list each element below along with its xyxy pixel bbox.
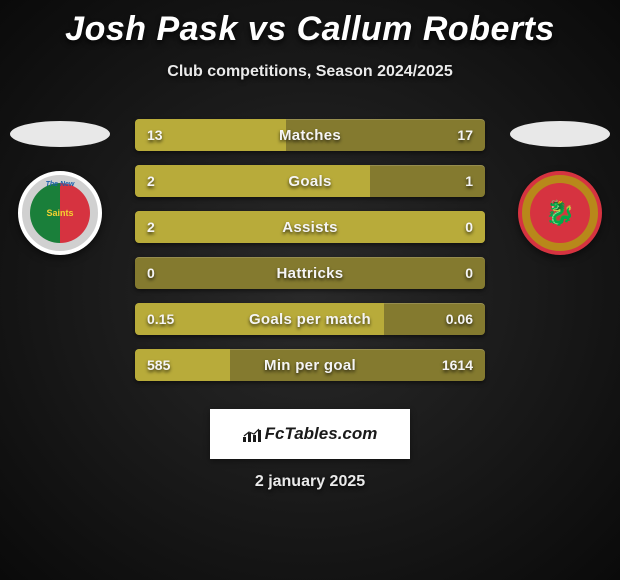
brand-box: FcTables.com (210, 409, 410, 459)
stat-right-value: 17 (457, 119, 473, 151)
stat-label: Matches (135, 119, 485, 151)
stat-label: Goals (135, 165, 485, 197)
stat-right-value: 0.06 (446, 303, 473, 335)
stats-bars: 13 Matches 17 2 Goals 1 2 Assists 0 0 Ha… (135, 119, 485, 395)
brand-chart-icon (243, 427, 261, 441)
stat-label: Goals per match (135, 303, 485, 335)
player-photo-placeholder-left (10, 121, 110, 147)
stat-label: Min per goal (135, 349, 485, 381)
stat-row-matches: 13 Matches 17 (135, 119, 485, 151)
stat-right-value: 1 (465, 165, 473, 197)
team-left-logo: The New Saints (18, 171, 102, 255)
comparison-content: The New Saints 🐉 13 Matches 17 2 Goals 1… (0, 101, 620, 401)
team-right-logo: 🐉 (518, 171, 602, 255)
stat-right-value: 0 (465, 257, 473, 289)
stat-row-assists: 2 Assists 0 (135, 211, 485, 243)
brand-label: FcTables.com (243, 424, 378, 444)
stat-label: Hattricks (135, 257, 485, 289)
team-left-badge: The New Saints (10, 101, 110, 271)
stat-label: Assists (135, 211, 485, 243)
stat-row-goals: 2 Goals 1 (135, 165, 485, 197)
comparison-subtitle: Club competitions, Season 2024/2025 (0, 63, 620, 81)
stat-row-hattricks: 0 Hattricks 0 (135, 257, 485, 289)
brand-text: FcTables.com (265, 424, 378, 444)
stat-right-value: 1614 (442, 349, 473, 381)
stat-row-goals-per-match: 0.15 Goals per match 0.06 (135, 303, 485, 335)
comparison-title: Josh Pask vs Callum Roberts (0, 0, 620, 49)
stat-right-value: 0 (465, 211, 473, 243)
stat-row-min-per-goal: 585 Min per goal 1614 (135, 349, 485, 381)
comparison-date: 2 january 2025 (0, 473, 620, 491)
team-right-badge: 🐉 (510, 101, 610, 271)
player-photo-placeholder-right (510, 121, 610, 147)
